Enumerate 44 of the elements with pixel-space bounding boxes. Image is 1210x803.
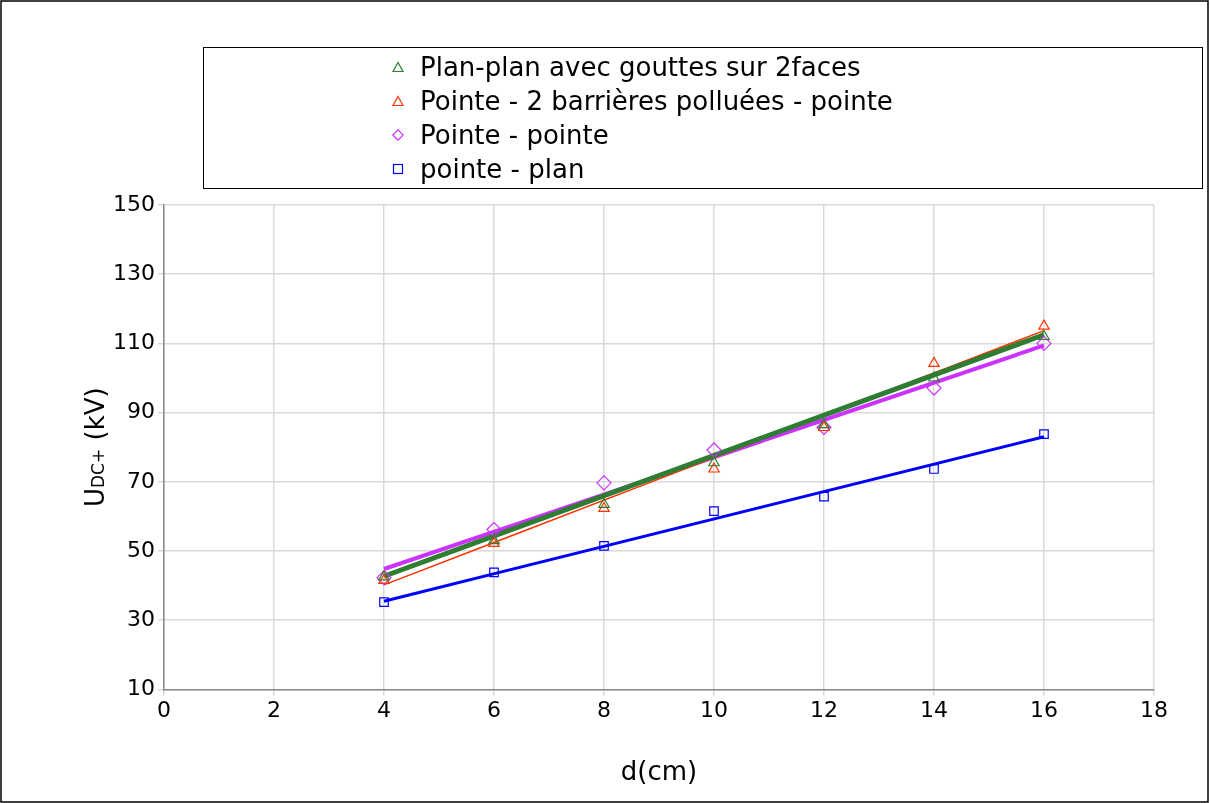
point	[596, 475, 612, 491]
point	[598, 501, 610, 513]
x-tick-label: 2	[266, 697, 281, 723]
y-tick-label: 30	[126, 605, 155, 631]
y-tick-label: 50	[126, 536, 155, 562]
y-tick-label: 130	[112, 259, 155, 285]
point	[819, 491, 829, 502]
point	[379, 597, 389, 608]
point	[928, 371, 940, 382]
x-tick-label: 18	[1140, 697, 1168, 723]
y-tick-label: 90	[126, 398, 155, 424]
point	[599, 540, 609, 551]
x-tick-label: 0	[156, 697, 171, 723]
y-tick-label: 110	[112, 329, 155, 355]
point	[1039, 429, 1049, 439]
x-tick-label: 10	[700, 697, 728, 723]
point	[926, 380, 942, 396]
point	[708, 456, 720, 467]
point	[706, 442, 722, 458]
point	[709, 506, 719, 517]
x-tick-label: 16	[1030, 697, 1058, 723]
legend-label: Pointe - pointe	[420, 120, 609, 150]
point	[928, 356, 940, 368]
legend-label: Plan-plan avec gouttes sur 2faces	[420, 52, 861, 82]
x-tick-label: 14	[920, 697, 948, 723]
point	[1038, 329, 1050, 341]
y-axis-title: UDC+ (kV)	[80, 387, 110, 508]
point	[1036, 335, 1052, 351]
point	[708, 462, 720, 473]
legend-label: Pointe - 2 barrières polluées - pointe	[420, 86, 893, 116]
y-tick-label: 150	[112, 190, 155, 216]
point	[929, 464, 939, 474]
x-axis-title: d(cm)	[620, 756, 698, 787]
point	[489, 567, 499, 578]
x-tick-label: 6	[486, 697, 501, 723]
point	[486, 521, 502, 538]
legend-label: pointe - plan	[420, 154, 585, 184]
point	[598, 497, 610, 508]
point	[1038, 319, 1050, 330]
x-tick-label: 12	[810, 697, 838, 723]
x-tick-label: 8	[597, 697, 611, 723]
y-tick-label: 10	[126, 675, 155, 701]
x-tick-label: 4	[376, 697, 391, 723]
y-tick-label: 70	[126, 467, 155, 493]
